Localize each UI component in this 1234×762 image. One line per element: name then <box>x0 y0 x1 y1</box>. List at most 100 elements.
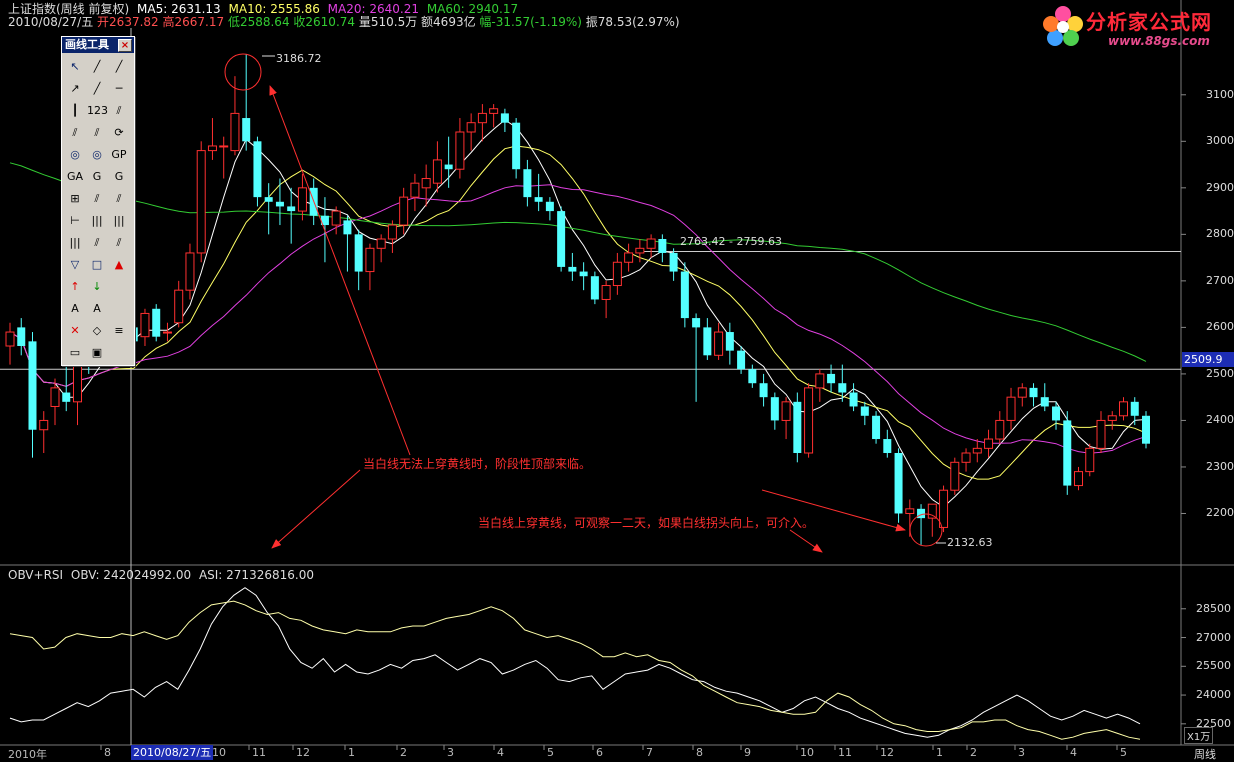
y-tick-label: 2800 <box>1206 227 1234 241</box>
candle-body <box>703 327 712 356</box>
y-tick-label: 3000 <box>1206 134 1234 148</box>
candle-body <box>410 182 420 198</box>
drawing-tool-button[interactable]: ≡ <box>114 324 124 337</box>
drawing-tool-button[interactable]: ↗ <box>70 82 80 95</box>
x-tick-label: 9 <box>744 746 751 759</box>
drawing-tool-button[interactable]: □ <box>91 258 103 271</box>
x-tick-label: 2 <box>970 746 977 759</box>
candle-body <box>500 113 509 123</box>
drawing-tool-button[interactable]: ⫽ <box>94 126 100 139</box>
candle-body <box>399 196 409 226</box>
candle-body <box>1096 419 1106 449</box>
ma20-value: MA20: 2640.21 <box>327 2 419 16</box>
drawing-tool-button[interactable]: ⊢ <box>70 214 80 227</box>
x-tick-label: 12 <box>296 746 310 759</box>
candle-body <box>196 150 206 254</box>
candle-body <box>1052 406 1061 421</box>
drawing-tool-button[interactable]: ┃ <box>71 104 79 117</box>
drawing-tool-button[interactable]: ╱ <box>115 60 123 73</box>
low-value: 低2588.64 <box>227 15 290 29</box>
low-circle-marker <box>909 513 943 547</box>
x-tick-label: 2 <box>400 746 407 759</box>
drawing-tool-button[interactable] <box>109 299 129 319</box>
candle-body <box>152 308 161 337</box>
drawing-tool-button[interactable]: ⫽ <box>116 236 122 249</box>
close-value: 收2610.74 <box>293 15 356 29</box>
drawing-tool-button[interactable]: G <box>92 170 102 183</box>
volume-value: 量510.5万 <box>358 15 418 29</box>
drawing-tool-button[interactable]: ⫽ <box>72 126 78 139</box>
toolbox-titlebar[interactable]: 画线工具 × <box>62 37 134 53</box>
candle-body <box>872 415 881 440</box>
candle-body <box>1142 415 1150 444</box>
x-tick-label: 8 <box>104 746 111 759</box>
logo-brand: 分析家公式网 <box>1086 10 1212 34</box>
drawing-tool-button[interactable]: ╱ <box>93 82 101 95</box>
drawing-tool-button[interactable]: ⊞ <box>70 192 80 205</box>
drawing-tool-button[interactable]: ▣ <box>91 346 103 359</box>
candle-body <box>624 252 634 263</box>
bottom-annotation: 当白线上穿黄线，可观察一二天，如果白线拐头向上，可介入。 <box>478 516 815 530</box>
candle-body <box>770 397 779 421</box>
candle-body <box>1119 401 1129 417</box>
drawing-tool-button[interactable] <box>109 277 129 297</box>
open-value: 开2637.82 <box>97 15 159 29</box>
drawing-tool-button[interactable]: ▭ <box>69 346 81 359</box>
drawing-tool-button[interactable]: A <box>93 302 101 315</box>
arrow-down-right <box>789 529 823 553</box>
drawing-tool-button[interactable]: ╱ <box>93 60 101 73</box>
drawing-tool-button[interactable]: ─ <box>115 82 123 95</box>
candle-body <box>557 211 566 267</box>
drawing-tool-button[interactable]: ◇ <box>92 324 102 337</box>
drawing-tool-button[interactable]: ◎ <box>70 148 80 161</box>
candle-body <box>905 508 915 514</box>
drawing-tool-button[interactable]: ⫽ <box>116 192 122 205</box>
candle-body <box>815 373 825 389</box>
period-label[interactable]: 周线 <box>1194 748 1216 761</box>
drawing-tool-button[interactable]: ||| <box>69 236 81 249</box>
drawing-tool-button[interactable]: ✕ <box>70 324 80 337</box>
candle-body <box>523 169 532 198</box>
drawing-tool-button[interactable]: ▲ <box>114 258 124 271</box>
x-tick-label: 10 <box>800 746 814 759</box>
candle-body <box>253 141 262 198</box>
candle-body <box>17 327 26 346</box>
toolbox-close-button[interactable]: × <box>118 39 132 52</box>
drawing-tool-button[interactable]: ◎ <box>92 148 102 161</box>
drawing-tool-button[interactable]: ||| <box>113 214 125 227</box>
drawing-tool-button[interactable]: ⫽ <box>116 104 122 117</box>
annotation-overlay <box>224 53 946 553</box>
x-tick-label: 4 <box>497 746 504 759</box>
drawing-tool-button[interactable]: ⫽ <box>94 192 100 205</box>
x-tick-label: 1 <box>936 746 943 759</box>
drawing-tool-button[interactable]: 123 <box>87 104 108 117</box>
x-tick-label: 6 <box>596 746 603 759</box>
drawing-tool-button[interactable]: ↖ <box>70 60 80 73</box>
bar-date: 2010/08/27/五 <box>8 15 94 29</box>
drawing-tool-button[interactable]: GA <box>66 170 84 183</box>
drawing-tool-button[interactable]: ↓ <box>92 280 102 293</box>
x-tick-label: 7 <box>646 746 653 759</box>
arrow-to-bottom <box>761 489 906 532</box>
candle-body <box>579 271 588 277</box>
ma60-value: MA60: 2940.17 <box>426 2 519 16</box>
drawing-tool-button[interactable]: ||| <box>91 214 103 227</box>
candle-body <box>185 252 195 291</box>
drawing-tool-button[interactable] <box>109 343 129 363</box>
drawing-tool-button[interactable]: ⫽ <box>94 236 100 249</box>
candle-body <box>466 122 476 133</box>
x-tick-label: 1 <box>348 746 355 759</box>
candle-body <box>1107 415 1117 421</box>
drawing-toolbox[interactable]: 画线工具 × ↖ ╱ ╱ ↗ ╱ ─ ┃ 123 ⫽ ⫽ ⫽ ⟳ ◎ ◎ GP GA G G ⊞ ⫽ ⫽ ⊢ ||| ||| |… <box>61 36 135 366</box>
x-tick-label: 3 <box>1018 746 1025 759</box>
candle-body <box>50 387 60 407</box>
drawing-tool-button[interactable]: G <box>114 170 124 183</box>
rsi-line <box>9 600 1141 740</box>
drawing-tool-button[interactable]: ↑ <box>70 280 80 293</box>
obv-y-tick-label: 28500 <box>1196 601 1231 615</box>
drawing-tool-button[interactable]: GP <box>111 148 127 161</box>
drawing-tool-button[interactable]: ⟳ <box>114 126 124 139</box>
site-logo: 分析家公式网 www.88gs.com <box>1038 2 1230 52</box>
drawing-tool-button[interactable]: ▽ <box>70 258 80 271</box>
drawing-tool-button[interactable]: A <box>71 302 79 315</box>
